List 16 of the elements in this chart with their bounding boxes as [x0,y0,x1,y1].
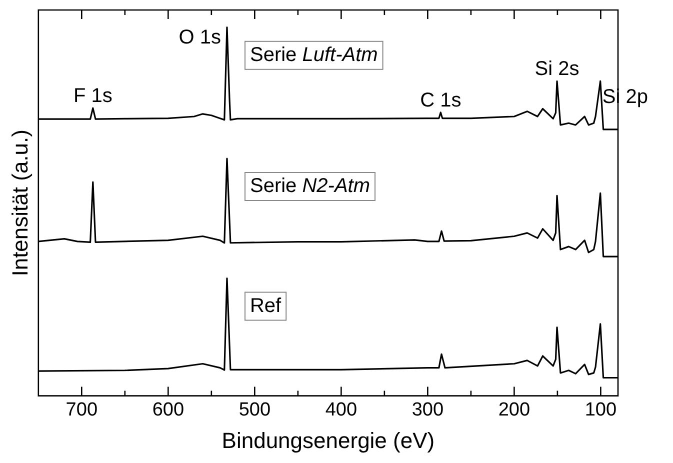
series-label: Serie N2-Atm [250,175,370,198]
x-tick-label: 600 [152,399,184,420]
y-axis-title: Intensität (a.u.) [7,130,32,276]
x-tick-label: 200 [498,399,530,420]
x-tick-label: 100 [584,399,617,420]
series-label: Serie Luft-Atm [250,44,378,66]
x-tick-label: 300 [412,399,444,420]
series-label: Ref [250,294,282,317]
annotation: Si 2s [534,58,580,80]
x-tick-label: 500 [238,399,271,420]
x-tick-label: 700 [66,399,98,420]
annotation: O 1s [178,26,221,48]
x-axis-title: Bindungsenergie (eV) [222,428,435,453]
annotation: F 1s [73,85,112,108]
annotation: C 1s [420,89,462,112]
x-tick-label: 400 [325,399,358,420]
